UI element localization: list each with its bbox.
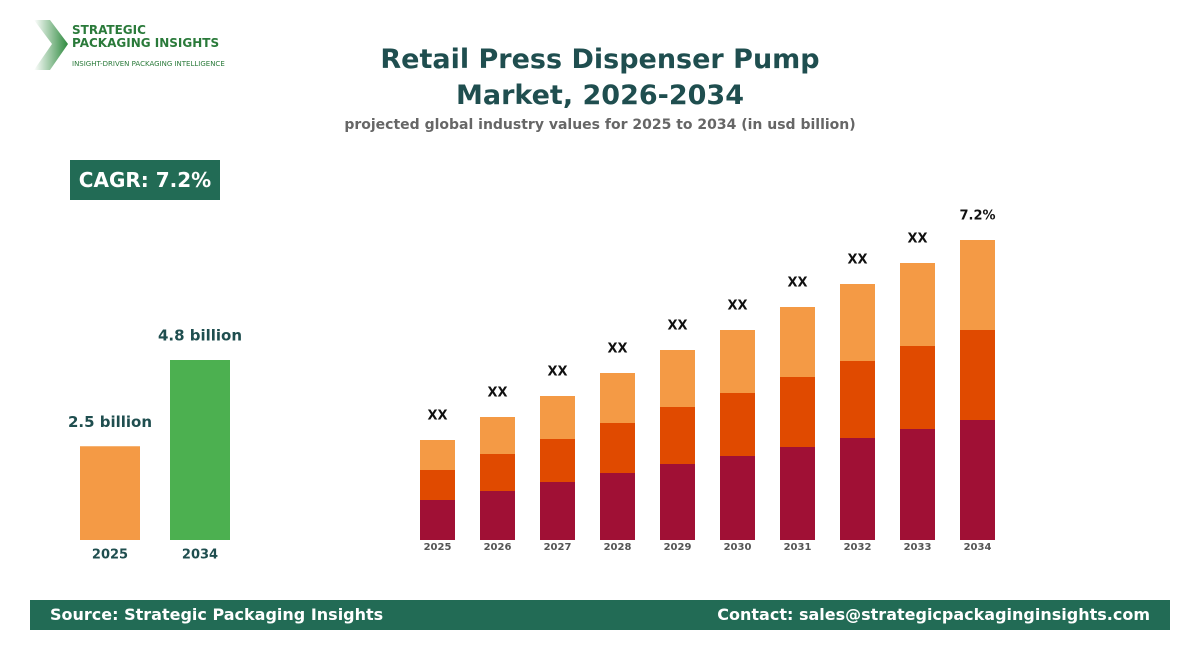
bar-segment	[480, 491, 515, 540]
footer-contact: Contact: sales@strategicpackaginginsight…	[717, 605, 1150, 624]
bar-segment	[540, 482, 575, 540]
logo: STRATEGIC PACKAGING INSIGHTS INSIGHT-DRI…	[32, 18, 232, 73]
x-tick-label: 2027	[544, 542, 572, 553]
cagr-badge: CAGR: 7.2%	[70, 160, 220, 200]
bar-label: XX	[667, 319, 687, 334]
bar-segment	[480, 454, 515, 491]
bar-segment	[900, 346, 935, 429]
bar-segment	[600, 373, 635, 423]
bar-label: XX	[787, 276, 807, 291]
bar-segment	[960, 420, 995, 540]
bar-segment	[600, 423, 635, 473]
bar-segment	[960, 240, 995, 330]
bar-label: XX	[427, 409, 447, 424]
x-tick-label: 2025	[92, 548, 128, 563]
bar-segment	[900, 263, 935, 346]
bar-segment	[720, 393, 755, 456]
x-tick-label: 2031	[784, 542, 812, 553]
title: Retail Press Dispenser Pump Market, 2026…	[380, 44, 820, 111]
bar	[170, 360, 230, 540]
logo-mark	[34, 20, 68, 70]
x-tick-label: 2029	[664, 542, 692, 553]
bar-label: XX	[727, 299, 747, 314]
bar-segment	[420, 500, 455, 540]
x-tick-label: 2028	[604, 542, 632, 553]
bar-segment	[780, 307, 815, 377]
bar	[80, 446, 140, 540]
footer-source: Source: Strategic Packaging Insights	[50, 605, 384, 624]
bar-segment	[840, 361, 875, 438]
bar-label: XX	[907, 232, 927, 247]
value-label: 2.5 billion	[68, 413, 152, 431]
x-tick-label: 2034	[182, 548, 218, 563]
x-tick-label: 2026	[484, 542, 512, 553]
bar-label: 7.2%	[959, 209, 995, 224]
bar-label: XX	[847, 253, 867, 268]
bar-segment	[900, 429, 935, 540]
logo-line: PACKAGING INSIGHTS	[72, 36, 220, 50]
x-tick-label: 2033	[904, 542, 932, 553]
bar-segment	[540, 439, 575, 482]
bar-segment	[660, 350, 695, 407]
bar-segment	[660, 407, 695, 464]
footer: Source: Strategic Packaging Insights Con…	[30, 600, 1170, 630]
bar-segment	[780, 377, 815, 447]
bar-segment	[840, 284, 875, 361]
value-label: 4.8 billion	[158, 327, 242, 345]
bar-segment	[600, 473, 635, 540]
logo-text: STRATEGIC PACKAGING INSIGHTS	[72, 24, 219, 50]
bar-label: XX	[547, 365, 567, 380]
bar-segment	[480, 417, 515, 454]
x-tick-label: 2032	[844, 542, 872, 553]
bar-segment	[840, 438, 875, 540]
bar-segment	[540, 396, 575, 439]
logo-tagline: INSIGHT-DRIVEN PACKAGING INTELLIGENCE	[72, 60, 225, 68]
charts: 2.5 billion 2025 4.8 billion 2034 XX 2025 XX 20…	[68, 209, 996, 563]
bar-segment	[960, 330, 995, 420]
bar-label: XX	[607, 342, 627, 357]
bar-segment	[720, 330, 755, 393]
x-tick-label: 2030	[724, 542, 752, 553]
bar-segment	[420, 440, 455, 470]
bar-segment	[660, 464, 695, 540]
bar-segment	[420, 470, 455, 500]
bar-segment	[780, 447, 815, 540]
bar-label: XX	[487, 386, 507, 401]
logo-line: STRATEGIC	[72, 23, 146, 37]
x-tick-label: 2025	[424, 542, 452, 553]
x-tick-label: 2034	[964, 542, 992, 553]
subtitle: projected global industry values for 202…	[344, 117, 856, 133]
bar-segment	[720, 456, 755, 540]
